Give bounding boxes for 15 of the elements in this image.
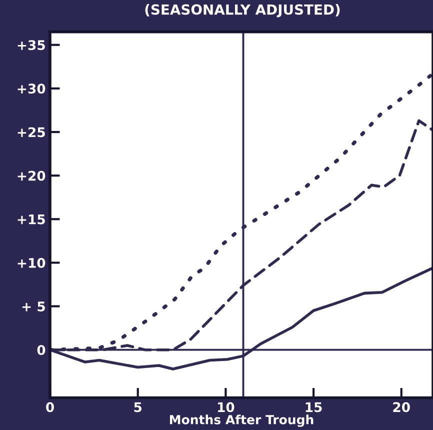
x-tick-label: 15: [306, 402, 322, 412]
y-tick-label: +15: [18, 214, 45, 224]
x-tick-label: 0: [46, 402, 54, 412]
x-tick-label: 20: [393, 402, 410, 412]
chart-title: (SEASONALLY ADJUSTED): [145, 4, 340, 18]
y-tick-label: +30: [18, 84, 46, 94]
y-tick-label: + 5: [22, 302, 45, 312]
x-tick-label: 10: [218, 402, 234, 412]
y-tick-label: +25: [18, 127, 45, 138]
y-tick-label: +10: [18, 258, 46, 268]
y-tick-label: 0: [37, 345, 46, 356]
x-axis-title: Months After Trough: [170, 414, 314, 427]
y-tick-label: +35: [18, 40, 45, 50]
y-tick-label: +20: [18, 170, 46, 181]
x-tick-label: 5: [134, 402, 142, 412]
